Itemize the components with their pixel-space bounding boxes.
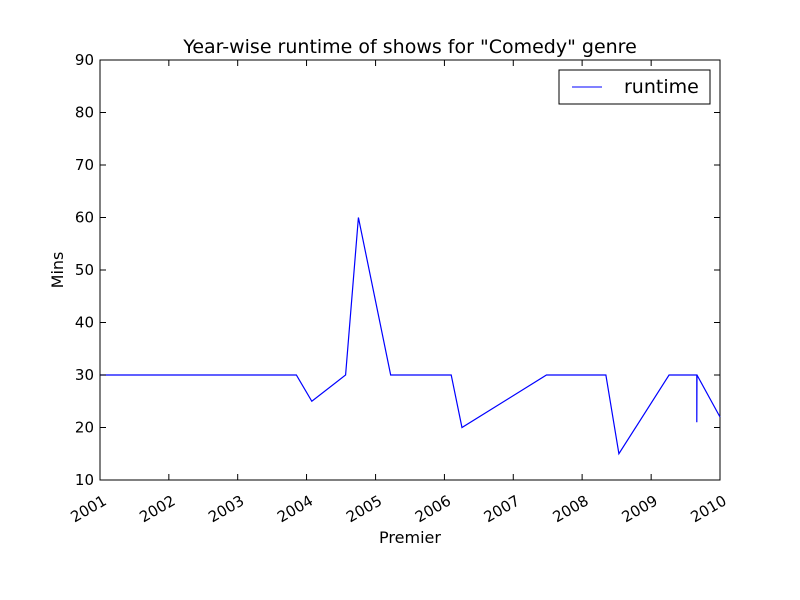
x-axis-title: Premier bbox=[379, 528, 441, 547]
y-tick-label: 90 bbox=[75, 51, 94, 69]
y-tick-label: 60 bbox=[75, 209, 94, 227]
legend: runtime bbox=[558, 69, 711, 105]
plot-frame bbox=[99, 59, 721, 481]
y-tick-label: 80 bbox=[75, 104, 94, 122]
x-tick-label: 2007 bbox=[481, 492, 523, 527]
x-tick-label: 2005 bbox=[343, 492, 385, 527]
series-layer bbox=[100, 217, 721, 456]
y-tick-label: 50 bbox=[75, 261, 94, 279]
x-tick-label: 2002 bbox=[136, 492, 178, 527]
y-axis-title: Mins bbox=[48, 252, 67, 289]
legend-label-runtime: runtime bbox=[624, 76, 699, 98]
y-tick-label: 70 bbox=[75, 156, 94, 174]
x-tick-label: 2006 bbox=[412, 492, 454, 527]
x-axis-ticks: 2001 2002 2003 2004 2005 2006 2007 2008 2009 2010 bbox=[68, 60, 730, 526]
x-tick-label: 2004 bbox=[274, 492, 316, 527]
chart-title: Year-wise runtime of shows for "Comedy" … bbox=[182, 36, 637, 58]
y-tick-label: 10 bbox=[75, 471, 94, 489]
plot-area: 2001 2002 2003 2004 2005 2006 2007 2008 2009 2010… bbox=[68, 51, 730, 526]
x-tick-label: 2008 bbox=[550, 492, 592, 527]
x-tick-label: 2009 bbox=[619, 492, 661, 527]
series-line-0 bbox=[100, 217, 721, 456]
x-tick-label: 2003 bbox=[205, 492, 247, 527]
y-tick-label: 40 bbox=[75, 314, 94, 332]
y-tick-label: 30 bbox=[75, 366, 94, 384]
x-tick-label: 2001 bbox=[68, 492, 110, 527]
x-tick-label: 2010 bbox=[688, 492, 730, 527]
y-axis-ticks: 10 20 30 40 50 60 70 80 90 bbox=[75, 51, 720, 489]
y-tick-label: 20 bbox=[75, 419, 94, 437]
